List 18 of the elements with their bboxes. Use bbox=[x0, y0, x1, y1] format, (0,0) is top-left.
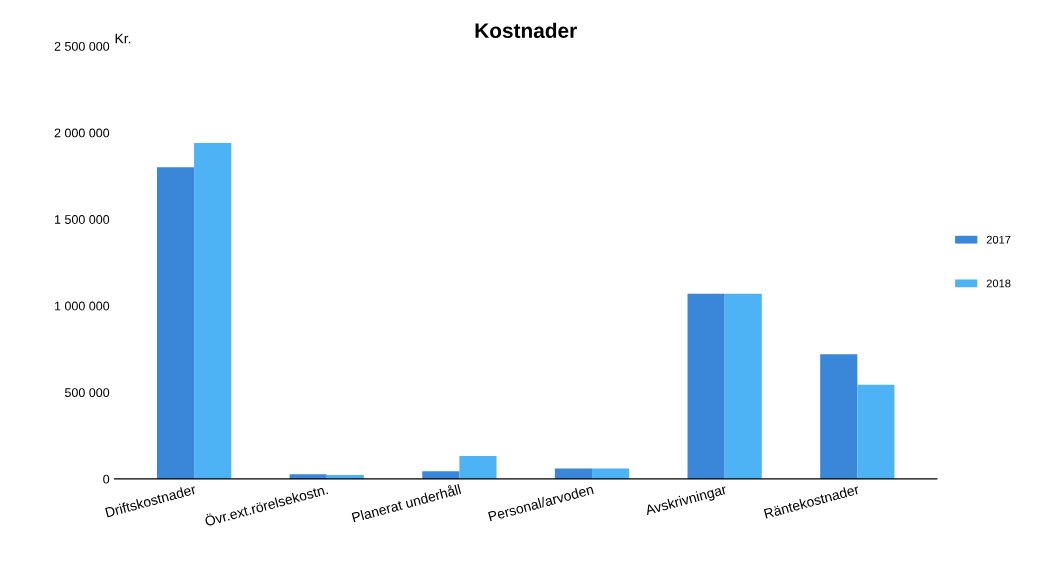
y-tick-label: 2 500 000 bbox=[54, 41, 110, 51]
legend-label: 2017 bbox=[986, 235, 1011, 244]
y-axis-title: Kr. bbox=[115, 33, 131, 44]
y-tick-label: 0 bbox=[103, 474, 110, 484]
bar bbox=[156, 167, 195, 479]
bar bbox=[459, 456, 497, 479]
bar bbox=[194, 143, 232, 479]
y-tick-label: 1 000 000 bbox=[55, 301, 110, 311]
y-tick-label: 500 000 bbox=[64, 388, 110, 398]
bar bbox=[724, 293, 762, 479]
bar bbox=[820, 354, 858, 479]
y-tick-label: 2 000 000 bbox=[54, 128, 110, 138]
legend-label: 2018 bbox=[986, 279, 1011, 288]
y-tick-label: 1 500 000 bbox=[55, 215, 110, 224]
bar bbox=[422, 471, 460, 479]
bar bbox=[857, 384, 895, 479]
bar bbox=[687, 293, 725, 479]
chart-title: Kostnader bbox=[475, 22, 577, 39]
